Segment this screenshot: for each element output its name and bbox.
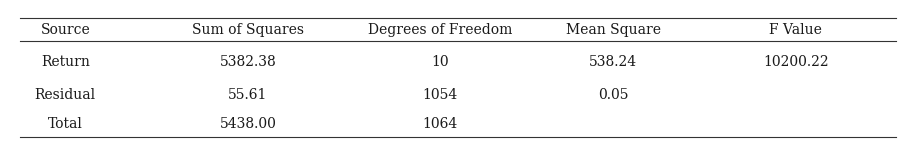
- Text: 5382.38: 5382.38: [220, 55, 277, 69]
- Text: 1064: 1064: [422, 117, 457, 131]
- Text: 0.05: 0.05: [598, 88, 628, 102]
- Text: 1054: 1054: [422, 88, 457, 102]
- Text: Sum of Squares: Sum of Squares: [192, 23, 304, 37]
- Text: Residual: Residual: [35, 88, 96, 102]
- Text: Source: Source: [40, 23, 90, 37]
- Text: 10: 10: [431, 55, 449, 69]
- Text: 538.24: 538.24: [589, 55, 638, 69]
- Text: Degrees of Freedom: Degrees of Freedom: [367, 23, 512, 37]
- Text: 10200.22: 10200.22: [763, 55, 829, 69]
- Text: Return: Return: [41, 55, 90, 69]
- Text: F Value: F Value: [769, 23, 823, 37]
- Text: 55.61: 55.61: [228, 88, 267, 102]
- Text: 5438.00: 5438.00: [220, 117, 277, 131]
- Text: Total: Total: [48, 117, 82, 131]
- Text: Mean Square: Mean Square: [566, 23, 660, 37]
